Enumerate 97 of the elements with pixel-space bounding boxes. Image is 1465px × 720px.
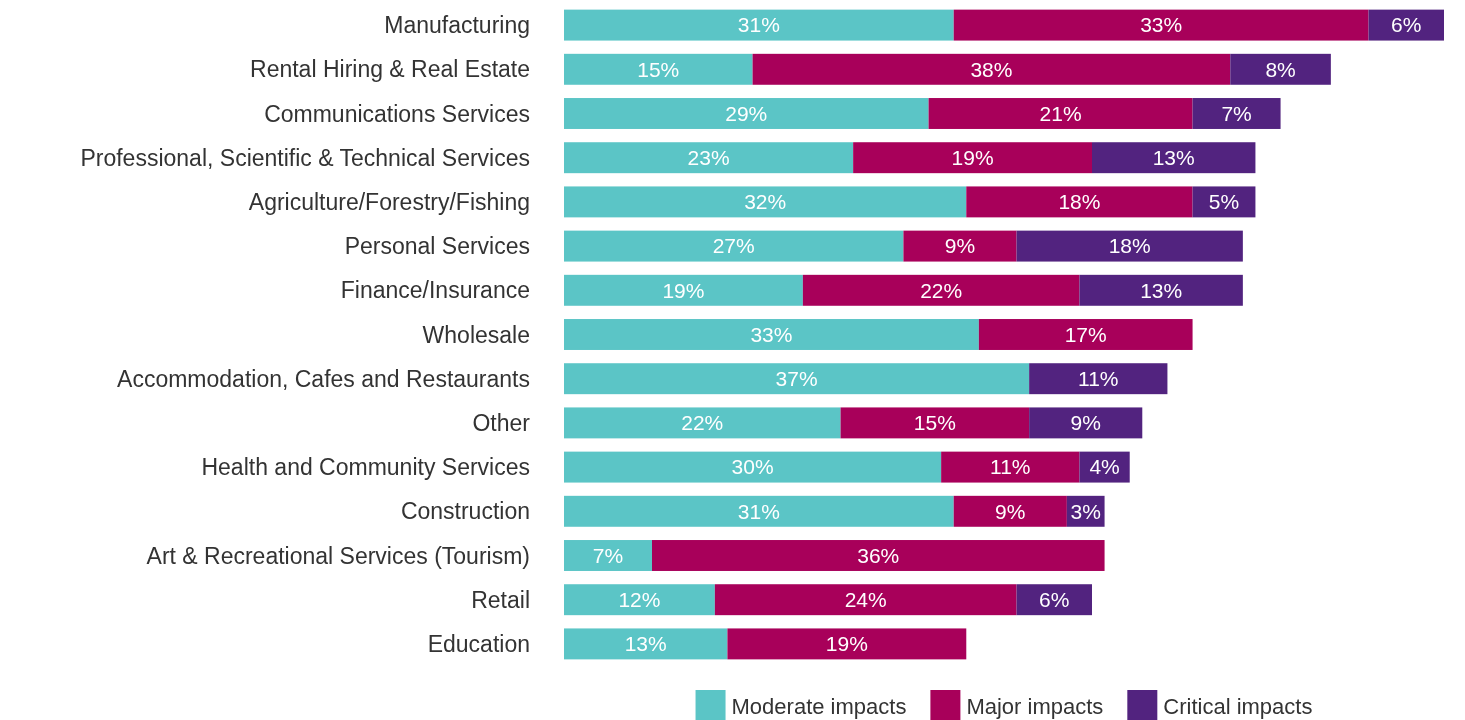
data-label: 13%: [624, 632, 667, 656]
data-label: 15%: [913, 411, 956, 435]
y-tick-label: Education: [427, 630, 530, 657]
legend-label: Major impacts: [966, 693, 1104, 719]
y-tick-label: Construction: [400, 498, 530, 525]
data-label: 13%: [1140, 278, 1183, 302]
bar: [652, 540, 1105, 571]
data-label: 37%: [775, 367, 818, 391]
bar: [1016, 230, 1243, 262]
data-label: 9%: [1070, 411, 1101, 435]
bar: [564, 9, 954, 41]
bar: [1079, 274, 1243, 306]
bar: [1192, 98, 1281, 129]
data-label: 36%: [857, 543, 900, 567]
data-label: 7%: [592, 543, 624, 567]
bar: [564, 274, 803, 306]
legend-label: Moderate impacts: [731, 693, 907, 719]
bar: [840, 407, 1030, 439]
bar: [752, 53, 1231, 85]
data-label: 5%: [1208, 190, 1240, 214]
data-label: 12%: [618, 588, 661, 612]
y-tick-label: Health and Community Services: [201, 454, 530, 481]
legend-label: Critical impacts: [1163, 693, 1313, 719]
bar: [802, 274, 1080, 306]
data-label: 23%: [687, 146, 730, 170]
bar: [564, 319, 979, 350]
bar: [953, 495, 1067, 527]
bar: [903, 230, 1017, 262]
data-label: 11%: [990, 455, 1031, 479]
bar: [564, 186, 967, 218]
y-tick-label: Wholesale: [422, 321, 530, 348]
bar: [564, 495, 954, 527]
bar: [564, 142, 854, 174]
data-label: 3%: [1070, 499, 1101, 523]
bar: [1029, 363, 1168, 395]
data-label: 33%: [750, 322, 793, 346]
bar: [564, 584, 715, 616]
y-tick-label: Accommodation, Cafes and Restaurants: [117, 365, 530, 392]
y-tick-label: Art & Recreational Services (Tourism): [146, 542, 530, 569]
data-label: 11%: [1078, 367, 1119, 391]
y-tick-label: Other: [472, 409, 531, 436]
data-label: 9%: [995, 499, 1026, 523]
data-label: 32%: [744, 190, 787, 214]
data-label: 4%: [1089, 455, 1120, 479]
data-label: 19%: [825, 632, 868, 656]
data-label: 7%: [1221, 101, 1252, 125]
data-label: 15%: [637, 57, 680, 81]
data-label: 33%: [1140, 13, 1183, 37]
data-label: 22%: [681, 411, 724, 435]
bar: [564, 363, 1030, 395]
y-tick-label: Professional, Scientific & Technical Services: [80, 144, 530, 171]
bar: [853, 142, 1092, 174]
data-label: 29%: [725, 101, 768, 125]
bar: [1368, 9, 1444, 41]
bar: [966, 186, 1193, 218]
data-label: 22%: [920, 278, 963, 302]
bar: [928, 98, 1193, 129]
data-label: 21%: [1039, 101, 1082, 125]
bar: [1230, 53, 1331, 85]
y-tick-label: Communications Services: [264, 100, 530, 127]
y-tick-label: Agriculture/Forestry/Fishing: [248, 188, 530, 215]
bar: [727, 628, 967, 660]
data-label: 17%: [1064, 322, 1107, 346]
data-label: 6%: [1039, 588, 1070, 612]
data-label: 18%: [1108, 234, 1151, 258]
y-tick-label: Finance/Insurance: [340, 277, 530, 304]
data-label: 19%: [951, 146, 994, 170]
bar: [1029, 407, 1143, 439]
data-label: 38%: [970, 57, 1013, 81]
bar: [564, 230, 904, 262]
bar: [941, 451, 1080, 483]
data-label: 6%: [1391, 13, 1422, 37]
bar: [564, 628, 728, 660]
bar: [714, 584, 1017, 616]
bar: [953, 9, 1369, 41]
bar: [1092, 142, 1256, 174]
data-label: 24%: [844, 588, 887, 612]
data-label: 19%: [662, 278, 705, 302]
data-label: 8%: [1265, 57, 1296, 81]
data-label: 31%: [737, 499, 780, 523]
bar: [564, 540, 652, 571]
bar: [1016, 584, 1092, 616]
data-label: 9%: [944, 234, 976, 258]
data-label: 18%: [1058, 190, 1101, 214]
bar: [564, 53, 753, 85]
bar: [564, 98, 929, 129]
y-tick-label: Rental Hiring & Real Estate: [250, 56, 530, 83]
bar: [564, 451, 942, 483]
data-label: 13%: [1152, 146, 1195, 170]
y-tick-label: Personal Services: [344, 233, 530, 260]
y-tick-label: Retail: [471, 586, 530, 613]
data-label: 31%: [737, 13, 780, 37]
bar: [564, 407, 841, 439]
y-tick-label: Manufacturing: [384, 12, 530, 39]
data-label: 27%: [712, 234, 755, 258]
data-label: 30%: [731, 455, 774, 479]
bar: [978, 319, 1193, 350]
